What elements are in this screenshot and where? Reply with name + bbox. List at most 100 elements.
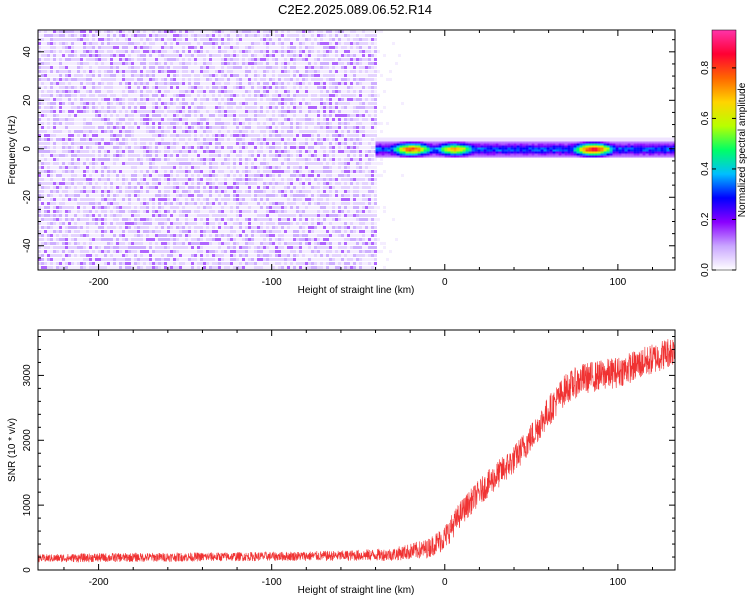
heatmap-cell xyxy=(47,62,50,65)
heatmap-cell xyxy=(137,222,140,225)
heatmap-cell xyxy=(218,130,221,133)
heatmap-cell xyxy=(137,134,140,137)
heatmap-cell xyxy=(62,170,65,173)
heatmap-cell xyxy=(152,58,155,61)
heatmap-cell xyxy=(116,198,119,201)
heatmap-cell xyxy=(281,114,284,117)
heatmap-cell xyxy=(269,54,272,57)
heatmap-cell xyxy=(206,130,209,133)
heatmap-cell xyxy=(158,242,161,245)
heatmap-cell xyxy=(206,110,209,113)
heatmap-cell xyxy=(65,154,68,157)
heatmap-cell xyxy=(245,94,248,97)
heatmap-cell xyxy=(224,70,227,73)
heatmap-cell xyxy=(254,266,257,269)
heatmap-cell xyxy=(185,134,188,137)
heatmap-cell xyxy=(47,166,50,169)
heatmap-cell xyxy=(260,174,263,177)
heatmap-cell xyxy=(224,102,227,105)
heatmap-cell xyxy=(125,58,128,61)
heatmap-cell xyxy=(266,198,269,201)
heatmap-cell xyxy=(131,254,134,257)
heatmap-cell xyxy=(215,74,218,77)
heatmap-cell xyxy=(86,222,89,225)
heatmap-cell xyxy=(53,150,56,153)
heatmap-cell xyxy=(230,246,233,249)
heatmap-cell xyxy=(185,138,188,141)
heatmap-cell xyxy=(209,62,212,65)
heatmap-cell xyxy=(149,222,152,225)
heatmap-cell xyxy=(227,246,230,249)
heatmap-cell xyxy=(71,54,74,57)
heatmap-cell xyxy=(251,142,254,145)
heatmap-cell xyxy=(275,102,278,105)
heatmap-cell xyxy=(125,74,128,77)
heatmap-cell xyxy=(83,234,86,237)
heatmap-cell xyxy=(173,222,176,225)
heatmap-cell xyxy=(167,258,170,261)
heatmap-cell xyxy=(242,38,245,41)
heatmap-cell xyxy=(158,258,161,261)
heatmap-cell xyxy=(242,206,245,209)
heatmap-cell xyxy=(125,38,128,41)
heatmap-cell xyxy=(185,266,188,269)
heatmap-cell xyxy=(236,190,239,193)
heatmap-cell xyxy=(44,102,47,105)
heatmap-cell xyxy=(116,94,119,97)
heatmap-cell xyxy=(251,34,254,37)
heatmap-cell xyxy=(203,62,206,65)
heatmap-cell xyxy=(176,230,179,233)
heatmap-cell xyxy=(56,106,59,109)
heatmap-cell xyxy=(179,234,182,237)
heatmap-cell xyxy=(203,70,206,73)
heatmap-cell xyxy=(59,234,62,237)
heatmap-cell xyxy=(86,82,89,85)
heatmap-cell xyxy=(47,90,50,93)
heatmap-cell xyxy=(272,98,275,101)
heatmap-cell xyxy=(119,86,122,89)
heatmap-cell xyxy=(56,78,59,81)
heatmap-cell xyxy=(134,150,137,153)
heatmap-cell xyxy=(197,66,200,69)
heatmap-cell xyxy=(233,146,236,149)
heatmap-cell xyxy=(215,214,218,217)
heatmap-cell xyxy=(131,54,134,57)
heatmap-cell xyxy=(62,210,65,213)
heatmap-cell xyxy=(134,262,137,265)
heatmap-cell xyxy=(185,78,188,81)
heatmap-cell xyxy=(263,166,266,169)
heatmap-cell xyxy=(236,50,239,53)
heatmap-cell xyxy=(71,42,74,45)
heatmap-cell xyxy=(227,82,230,85)
heatmap-cell xyxy=(113,46,116,49)
heatmap-cell xyxy=(215,158,218,161)
heatmap-cell xyxy=(257,118,260,121)
heatmap-cell xyxy=(179,246,182,249)
heatmap-cell xyxy=(89,138,92,141)
heatmap-cell xyxy=(197,210,200,213)
heatmap-cell xyxy=(104,138,107,141)
heatmap-cell xyxy=(281,210,284,213)
heatmap-cell xyxy=(242,166,245,169)
heatmap-cell xyxy=(257,222,260,225)
heatmap-cell xyxy=(272,50,275,53)
heatmap-cell xyxy=(254,126,257,129)
heatmap-cell xyxy=(224,82,227,85)
heatmap-cell xyxy=(98,202,101,205)
heatmap-cell xyxy=(164,66,167,69)
heatmap-cell xyxy=(149,206,152,209)
heatmap-cell xyxy=(200,94,203,97)
heatmap-cell xyxy=(56,62,59,65)
heatmap-cell xyxy=(68,190,71,193)
heatmap-cell xyxy=(278,218,281,221)
heatmap-cell xyxy=(233,210,236,213)
heatmap-cell xyxy=(152,78,155,81)
heatmap-cell xyxy=(275,94,278,97)
heatmap-cell xyxy=(83,222,86,225)
heatmap-cell xyxy=(50,250,53,253)
heatmap-cell xyxy=(218,182,221,185)
heatmap-cell xyxy=(41,202,44,205)
heatmap-cell xyxy=(80,182,83,185)
heatmap-cell xyxy=(116,222,119,225)
heatmap-cell xyxy=(206,238,209,241)
